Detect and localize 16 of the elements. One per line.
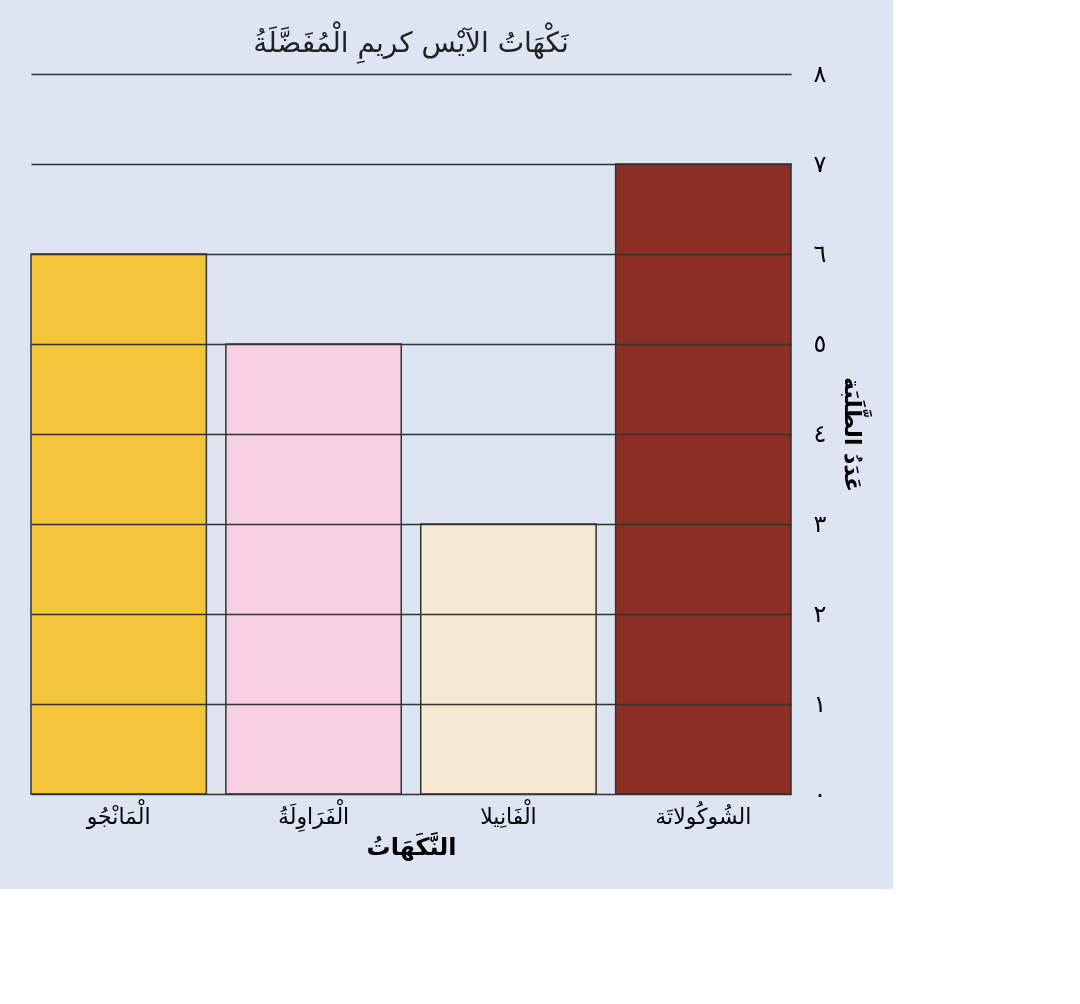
y-tick-label: ١ — [813, 689, 827, 718]
y-tick-label: ٠ — [813, 779, 827, 808]
x-tick-label: الْفَرَاوِلَةُ — [277, 797, 350, 833]
chart-title: نَكْهَاتُ الآيْس كريمِ الْمُفَضَّلَةُ — [253, 20, 569, 65]
x-tick-label: الْمَانْجُو — [85, 797, 151, 829]
y-tick-label: ٤ — [813, 419, 827, 448]
y-axis-title: عَدَدُ الطَّلَبَة — [840, 376, 874, 493]
y-tick-label: ٦ — [813, 239, 827, 268]
y-tick-label: ٢ — [813, 599, 827, 628]
y-tick-label: ٨ — [813, 59, 827, 88]
x-axis-title: النَّكَهَاتُ — [366, 830, 457, 861]
y-tick-label: ٣ — [813, 509, 827, 538]
x-tick-label: الْفَانِيلا — [480, 797, 537, 829]
y-tick-label: ٧ — [813, 149, 827, 178]
x-tick-label: الشُوكُولاتَة — [655, 800, 752, 829]
y-tick-label: ٥ — [813, 329, 827, 358]
